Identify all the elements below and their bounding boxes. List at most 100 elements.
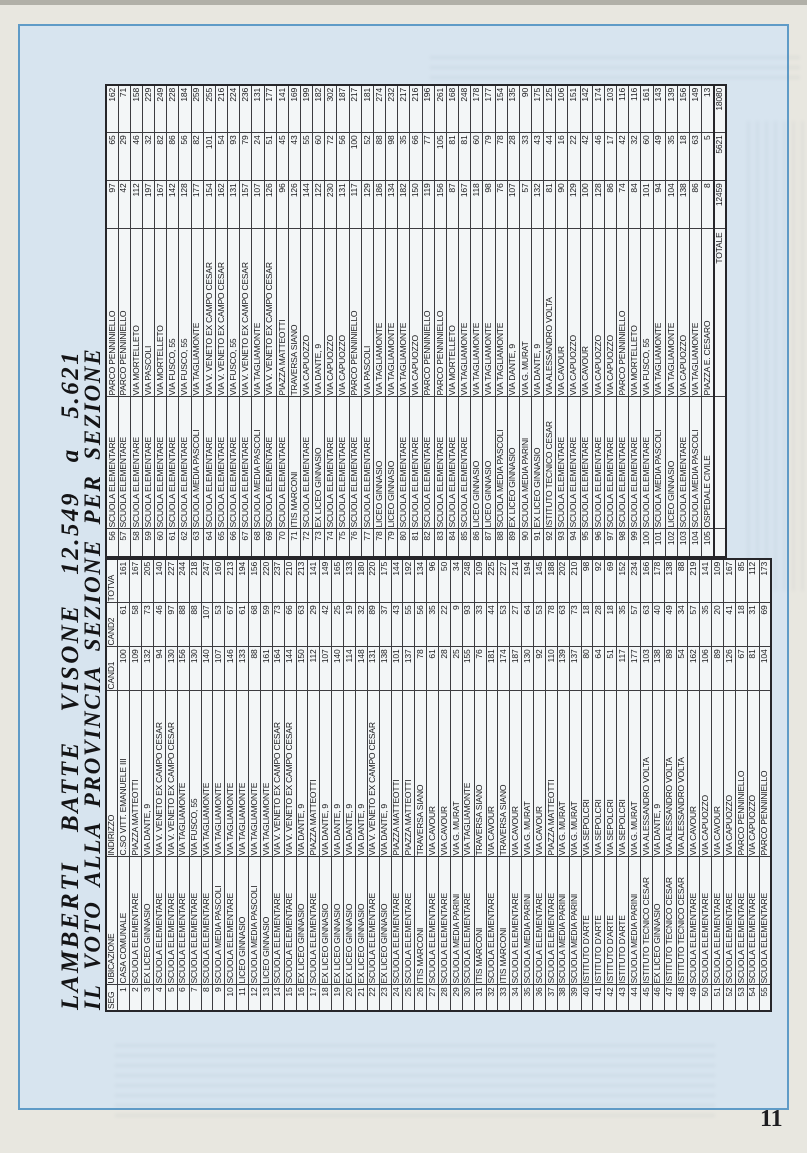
cell: 99 xyxy=(628,529,641,557)
cell: 18080 xyxy=(713,85,726,133)
cell: 60 xyxy=(154,529,167,557)
cell: 177 xyxy=(191,181,204,229)
table-row: 61 SCUOLA ELEMENTARE VIA FUSCO, 55 142 86 228 xyxy=(166,85,179,557)
table-row: 65 SCUOLA ELEMENTARE VIA V. VENETO EX CAMP… xyxy=(215,85,228,557)
table-row: 47 ISTITUTO TECNICO CESAR VIA ALESSANDRO V… xyxy=(664,559,676,1011)
cell: ITIS MARCONI xyxy=(288,397,301,529)
cell: SCUOLA ELEMENTARE xyxy=(215,397,228,529)
cell: 132 xyxy=(531,181,544,229)
cell: 83 xyxy=(434,529,447,557)
cell: 166 xyxy=(640,559,653,603)
cell: 80 xyxy=(397,529,410,557)
table-row: 18 EX LICEO GINNASIO VIA DANTE, 9 107 42 149 xyxy=(319,559,332,1011)
cell: 98 xyxy=(385,133,398,181)
cell: 35 xyxy=(665,133,678,181)
cell: SCUOLA MEDIA PARINI xyxy=(569,857,581,985)
cell: 61 xyxy=(117,603,130,647)
cell: 98 xyxy=(581,559,593,603)
table-row: 37 SCUOLA ELEMENTARE PIAZZA MATTEOTTI 110 78… xyxy=(545,559,558,1011)
cell: SCUOLA ELEMENTARE xyxy=(300,397,313,529)
cell: VIA TAGLIAMONTE xyxy=(191,229,204,397)
cell: 86 xyxy=(604,181,617,229)
cell: SCUOLA ELEMENTARE xyxy=(349,397,362,529)
cell: 9 xyxy=(212,985,225,1011)
table-row: 27 SCUOLA ELEMENTARE VIA CAVOUR 61 35 96 xyxy=(426,559,439,1011)
cell: VIA CAVOUR xyxy=(486,691,498,857)
table-row: 20 EX LICEO GINNASIO VIA DANTE, 9 114 19 133 xyxy=(343,559,356,1011)
cell: 117 xyxy=(616,647,629,691)
cell: 4 xyxy=(153,985,166,1011)
cell: 67 xyxy=(735,647,748,691)
table-row: 34 SCUOLA ELEMENTARE VIA CAVOUR 187 27 214 xyxy=(509,559,522,1011)
cell: 53 xyxy=(212,603,225,647)
cell: 42 xyxy=(118,181,131,229)
cell: VIA CAPUOZZO xyxy=(699,691,712,857)
cell: 100 xyxy=(580,181,593,229)
cell: 24 xyxy=(251,133,265,181)
cell: 138 xyxy=(379,647,391,691)
cell: 119 xyxy=(422,181,435,229)
table-row: 89 EX LICEO GINNASIO VIA DANTE, 9 107 28 135 xyxy=(507,85,520,557)
cell: 156 xyxy=(677,85,690,133)
cell: VIA G. MURAT xyxy=(628,691,641,857)
cell: 213 xyxy=(296,559,308,603)
cell: VIA CAPUOZZO xyxy=(592,229,605,397)
cell: 107 xyxy=(212,647,225,691)
cell: LICEO GINNASIO xyxy=(470,397,483,529)
cell: 79 xyxy=(385,529,398,557)
cell: ISTITUTO D'ARTE xyxy=(592,857,605,985)
cell: PIAZZA MATTEOTTI xyxy=(545,691,558,857)
cell: 107 xyxy=(319,647,332,691)
cell: 58 xyxy=(130,529,143,557)
cell: 106 xyxy=(699,647,712,691)
cell: VIA V. VENETO EX CAMPO CESAR xyxy=(203,229,216,397)
cell: 66 xyxy=(227,529,240,557)
cell: SCUOLA ELEMENTARE xyxy=(422,397,435,529)
cell: 109 xyxy=(129,647,142,691)
cell: 95 xyxy=(580,529,593,557)
cell: 182 xyxy=(312,85,325,133)
cell: 129 xyxy=(361,181,374,229)
table-row: 46 EX LICEO GINNASIO VIA DANTE, 9 138 40 178 xyxy=(652,559,665,1011)
cell: 69 xyxy=(604,559,617,603)
cell: 46 xyxy=(592,133,605,181)
cell: 167 xyxy=(129,559,142,603)
cell: VIA G. MURAT xyxy=(519,229,532,397)
cell: 61 xyxy=(426,647,439,691)
table-row: 79 LICEO GINNASIO VIA TAGLIAMONTE 134 98 232 xyxy=(385,85,398,557)
table-row: 78 LICEO GINNASIO VIA TAGLIAMONTE 186 88 274 xyxy=(373,85,386,557)
cell: 53 xyxy=(533,603,546,647)
cell: 178 xyxy=(652,559,665,603)
cell: 56 xyxy=(178,133,192,181)
cell: 67 xyxy=(224,603,237,647)
cell: EX LICEO GINNASIO xyxy=(319,857,332,985)
cell: 132 xyxy=(141,647,154,691)
cell: 54 xyxy=(747,985,760,1011)
cell: 167 xyxy=(723,559,736,603)
cell: 32 xyxy=(486,985,498,1011)
cell: VIA SEPOLCRI xyxy=(616,691,629,857)
table-row: 29 SCUOLA MEDIA PARINI VIA G. MURAT 25 9 34 xyxy=(450,559,463,1011)
cell: 174 xyxy=(497,647,510,691)
cell: SCUOLA MEDIA PARINI xyxy=(557,857,570,985)
cell: 3 xyxy=(141,985,154,1011)
cell: 69 xyxy=(264,529,277,557)
cell: 62 xyxy=(178,529,192,557)
cell: 43 xyxy=(288,133,301,181)
cell: VIA FUSCO, 55 xyxy=(227,229,240,397)
cell: 56 xyxy=(106,529,119,557)
cell: SCUOLA ELEMENTARE xyxy=(486,857,498,985)
cell: VIA V. VENETO EX CAMPO CESAR xyxy=(165,691,178,857)
cell: 188 xyxy=(545,559,558,603)
table-row: 35 SCUOLA MEDIA PARINI VIA G. MURAT 130 64 19… xyxy=(521,559,534,1011)
cell: SCUOLA ELEMENTARE xyxy=(509,857,522,985)
table-row: 7 SCUOLA ELEMENTARE VIA FUSCO, 55 130 88 218 xyxy=(189,559,201,1011)
table-row: 60 SCUOLA ELEMENTARE VIA MORTELLETO 167 82 24… xyxy=(154,85,167,557)
cell: 109 xyxy=(474,559,486,603)
header-row: SEG UBICAZIONE INDIRIZZO CAND1 CAND2 TOT… xyxy=(106,559,118,1011)
cell: 71 xyxy=(118,85,131,133)
table-row: 99 SCUOLA ELEMENTARE VIA MORTELLETO 84 32 116 xyxy=(628,85,641,557)
cell: 85 xyxy=(735,559,748,603)
table-row: 81 SCUOLA ELEMENTARE VIA CAPUOZZO 150 66 216 xyxy=(409,85,423,557)
cell: 21 xyxy=(355,985,368,1011)
